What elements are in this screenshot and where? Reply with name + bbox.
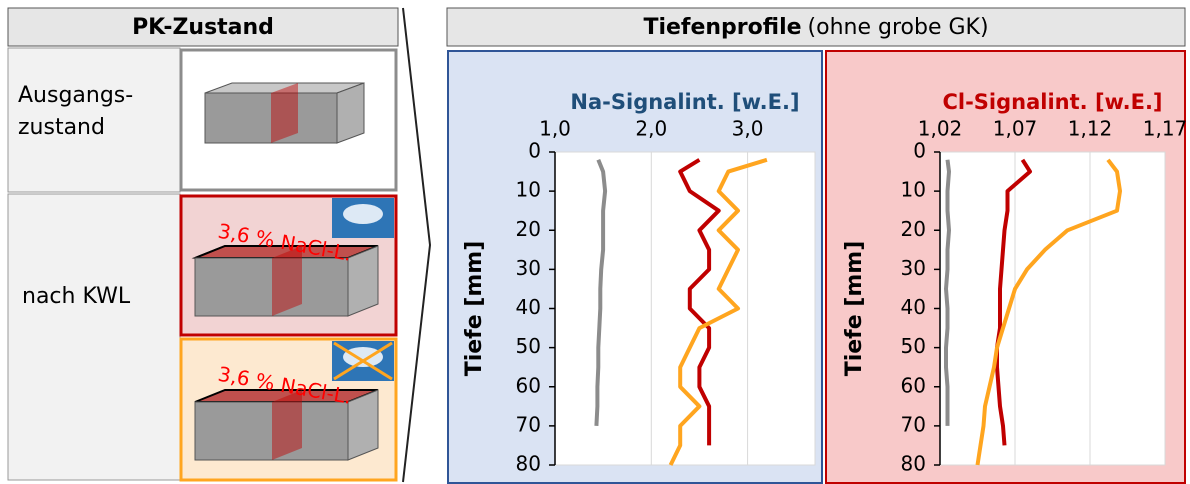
- header-title: Tiefenprofile: [643, 15, 801, 40]
- y-tick-label: 60: [901, 373, 926, 397]
- series-line: [668, 157, 768, 466]
- y-tick-label: 80: [516, 452, 541, 476]
- header: Tiefenprofile (ohne grobe GK): [643, 15, 988, 40]
- chart-title: Cl-Signalint. [w.E.]: [942, 90, 1162, 114]
- x-tick-label: 1,12: [1068, 117, 1113, 141]
- x-tick-label: 3,0: [732, 117, 764, 141]
- panel-header: PK-Zustand: [132, 15, 274, 40]
- y-tick-label: 20: [901, 217, 926, 241]
- y-tick-label: 40: [516, 295, 541, 319]
- y-tick-label: 40: [901, 295, 926, 319]
- y-axis-label: Tiefe [mm]: [462, 241, 487, 377]
- x-tick-label: 1,07: [993, 117, 1038, 141]
- label-cell: [7, 193, 181, 481]
- y-tick-label: 80: [901, 452, 926, 476]
- series-line: [995, 158, 1032, 446]
- row-label: zustand: [18, 115, 105, 140]
- plot-area: [554, 151, 816, 466]
- y-tick-label: 20: [516, 217, 541, 241]
- row-label: nach KWL: [22, 284, 131, 309]
- y-tick-label: 0: [528, 139, 541, 163]
- y-tick-label: 30: [516, 256, 541, 280]
- row-label: Ausgangs-: [18, 83, 133, 108]
- series-line: [594, 159, 608, 427]
- panel-header-cell: [7, 7, 399, 47]
- y-axis-label: Tiefe [mm]: [842, 241, 867, 377]
- y-tick-label: 50: [516, 334, 541, 358]
- y-tick-label: 10: [516, 178, 541, 202]
- chart-title: Na-Signalint. [w.E.]: [570, 90, 799, 114]
- x-tick-label: 1,02: [918, 117, 963, 141]
- specimen: [191, 198, 394, 317]
- header-subtitle: (ohne grobe GK): [808, 15, 989, 40]
- y-tick-label: 30: [901, 256, 926, 280]
- y-tick-label: 70: [516, 412, 541, 436]
- specimen: [204, 82, 365, 144]
- y-tick-label: 50: [901, 334, 926, 358]
- plot-area: [939, 151, 1166, 466]
- series-line: [678, 158, 721, 446]
- x-tick-label: 2,0: [635, 117, 667, 141]
- specimen: [194, 341, 394, 461]
- x-tick-label: 1,0: [539, 117, 571, 141]
- y-tick-label: 10: [901, 178, 926, 202]
- x-tick-label: 1,17: [1143, 117, 1188, 141]
- label-cell: [7, 47, 181, 193]
- y-tick-label: 60: [516, 373, 541, 397]
- header-cell: [446, 7, 1186, 47]
- series-line: [975, 158, 1122, 466]
- y-tick-label: 70: [901, 412, 926, 436]
- arrow: [402, 7, 432, 483]
- series-line: [944, 159, 951, 426]
- y-tick-label: 0: [913, 139, 926, 163]
